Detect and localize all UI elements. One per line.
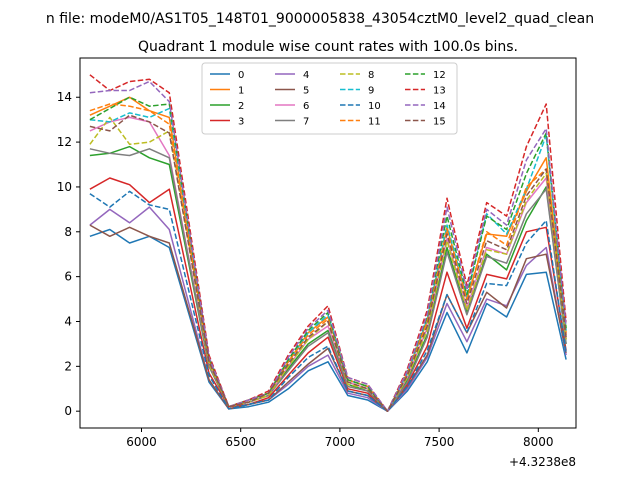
legend-label-11: 11 [368, 117, 381, 128]
legend-label-6: 6 [303, 101, 309, 112]
series-line-10 [89, 190, 567, 412]
y-tick-label: 14 [57, 90, 72, 104]
legend-label-12: 12 [433, 70, 446, 81]
legend-label-5: 5 [303, 86, 309, 97]
figure-suptitle: n file: modeM0/AS1T05_148T01_9000005838_… [46, 11, 594, 27]
chart-title: Quadrant 1 module wise count rates with … [138, 39, 518, 55]
x-tick-label: 8000 [523, 435, 554, 449]
series-line-14 [89, 80, 567, 412]
y-tick-label: 10 [57, 180, 72, 194]
legend-label-3: 3 [238, 117, 244, 128]
x-tick-label: 7000 [325, 435, 356, 449]
y-axis: 0 2 4 6 8 10 12 14 [57, 90, 80, 418]
plot-frame [79, 57, 577, 429]
legend-label-15: 15 [433, 117, 446, 128]
series-line-2 [89, 145, 567, 412]
x-offset-label: +4.3238e8 [509, 455, 576, 469]
legend-label-0: 0 [238, 70, 244, 81]
series-line-15 [89, 114, 567, 412]
series-line-1 [89, 96, 567, 412]
x-tick-label: 7500 [424, 435, 455, 449]
plot-lines [89, 74, 567, 412]
series-line-0 [89, 228, 567, 412]
legend-label-1: 1 [238, 86, 244, 97]
legend-label-9: 9 [368, 86, 374, 97]
legend-box [201, 62, 458, 135]
y-tick-label: 12 [57, 135, 72, 149]
legend-label-14: 14 [433, 101, 446, 112]
legend-label-2: 2 [238, 101, 244, 112]
legend-label-10: 10 [368, 101, 381, 112]
x-tick-label: 6500 [225, 435, 256, 449]
x-axis: 6000 6500 7000 7500 8000 [126, 428, 554, 449]
y-tick-label: 4 [64, 314, 72, 328]
legend-label-7: 7 [303, 117, 309, 128]
legend-label-4: 4 [303, 70, 309, 81]
series-line-11 [89, 103, 567, 412]
series-line-7 [89, 148, 567, 412]
y-tick-label: 8 [64, 225, 72, 239]
y-tick-label: 6 [64, 270, 72, 284]
y-tick-label: 0 [64, 404, 72, 418]
series-line-3 [89, 177, 567, 412]
series-line-12 [89, 96, 567, 412]
x-tick-label: 6000 [126, 435, 157, 449]
y-tick-label: 2 [64, 359, 72, 373]
series-line-4 [89, 206, 567, 412]
legend-label-8: 8 [368, 70, 374, 81]
legend-label-13: 13 [433, 86, 446, 97]
